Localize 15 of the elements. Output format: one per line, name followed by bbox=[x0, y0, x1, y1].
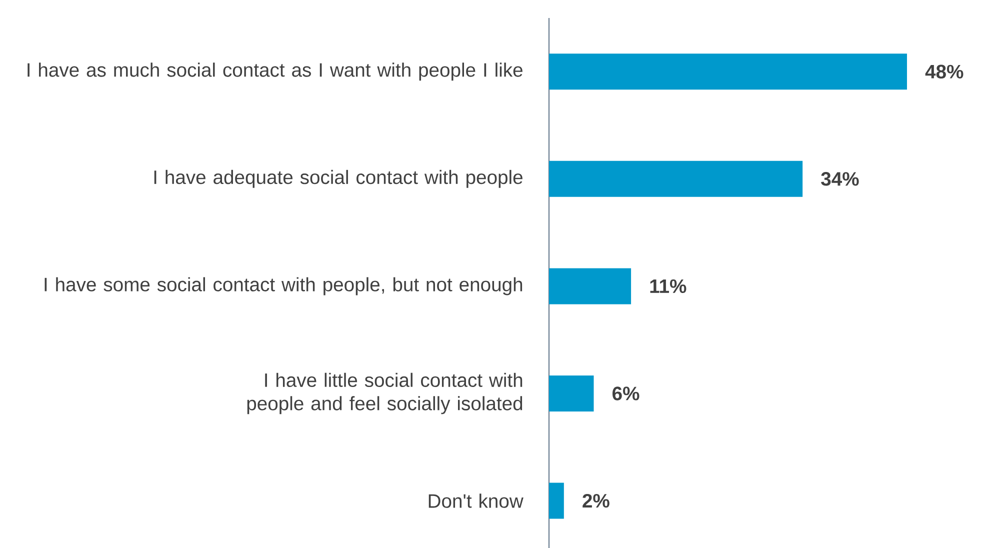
data-label: 34% bbox=[821, 172, 859, 186]
data-label: 6% bbox=[612, 386, 640, 400]
bar bbox=[548, 160, 803, 197]
data-label: 11% bbox=[650, 279, 686, 294]
bar bbox=[548, 268, 632, 304]
bar bbox=[548, 482, 564, 519]
bar bbox=[548, 54, 907, 90]
y-tick-label: I have as much social contact as I want with people I like bbox=[28, 62, 522, 81]
y-tick-label: Don't know bbox=[428, 494, 524, 508]
y-tick-label: I have little social contact with people and feel socially isolated bbox=[247, 372, 522, 414]
bar bbox=[548, 375, 594, 412]
data-label: 48% bbox=[925, 64, 964, 78]
data-label: 2% bbox=[582, 494, 610, 508]
y-tick-label: I have some social contact with people, but not enough bbox=[44, 277, 522, 296]
y-tick-label: I have adequate social contact with people bbox=[154, 170, 522, 188]
